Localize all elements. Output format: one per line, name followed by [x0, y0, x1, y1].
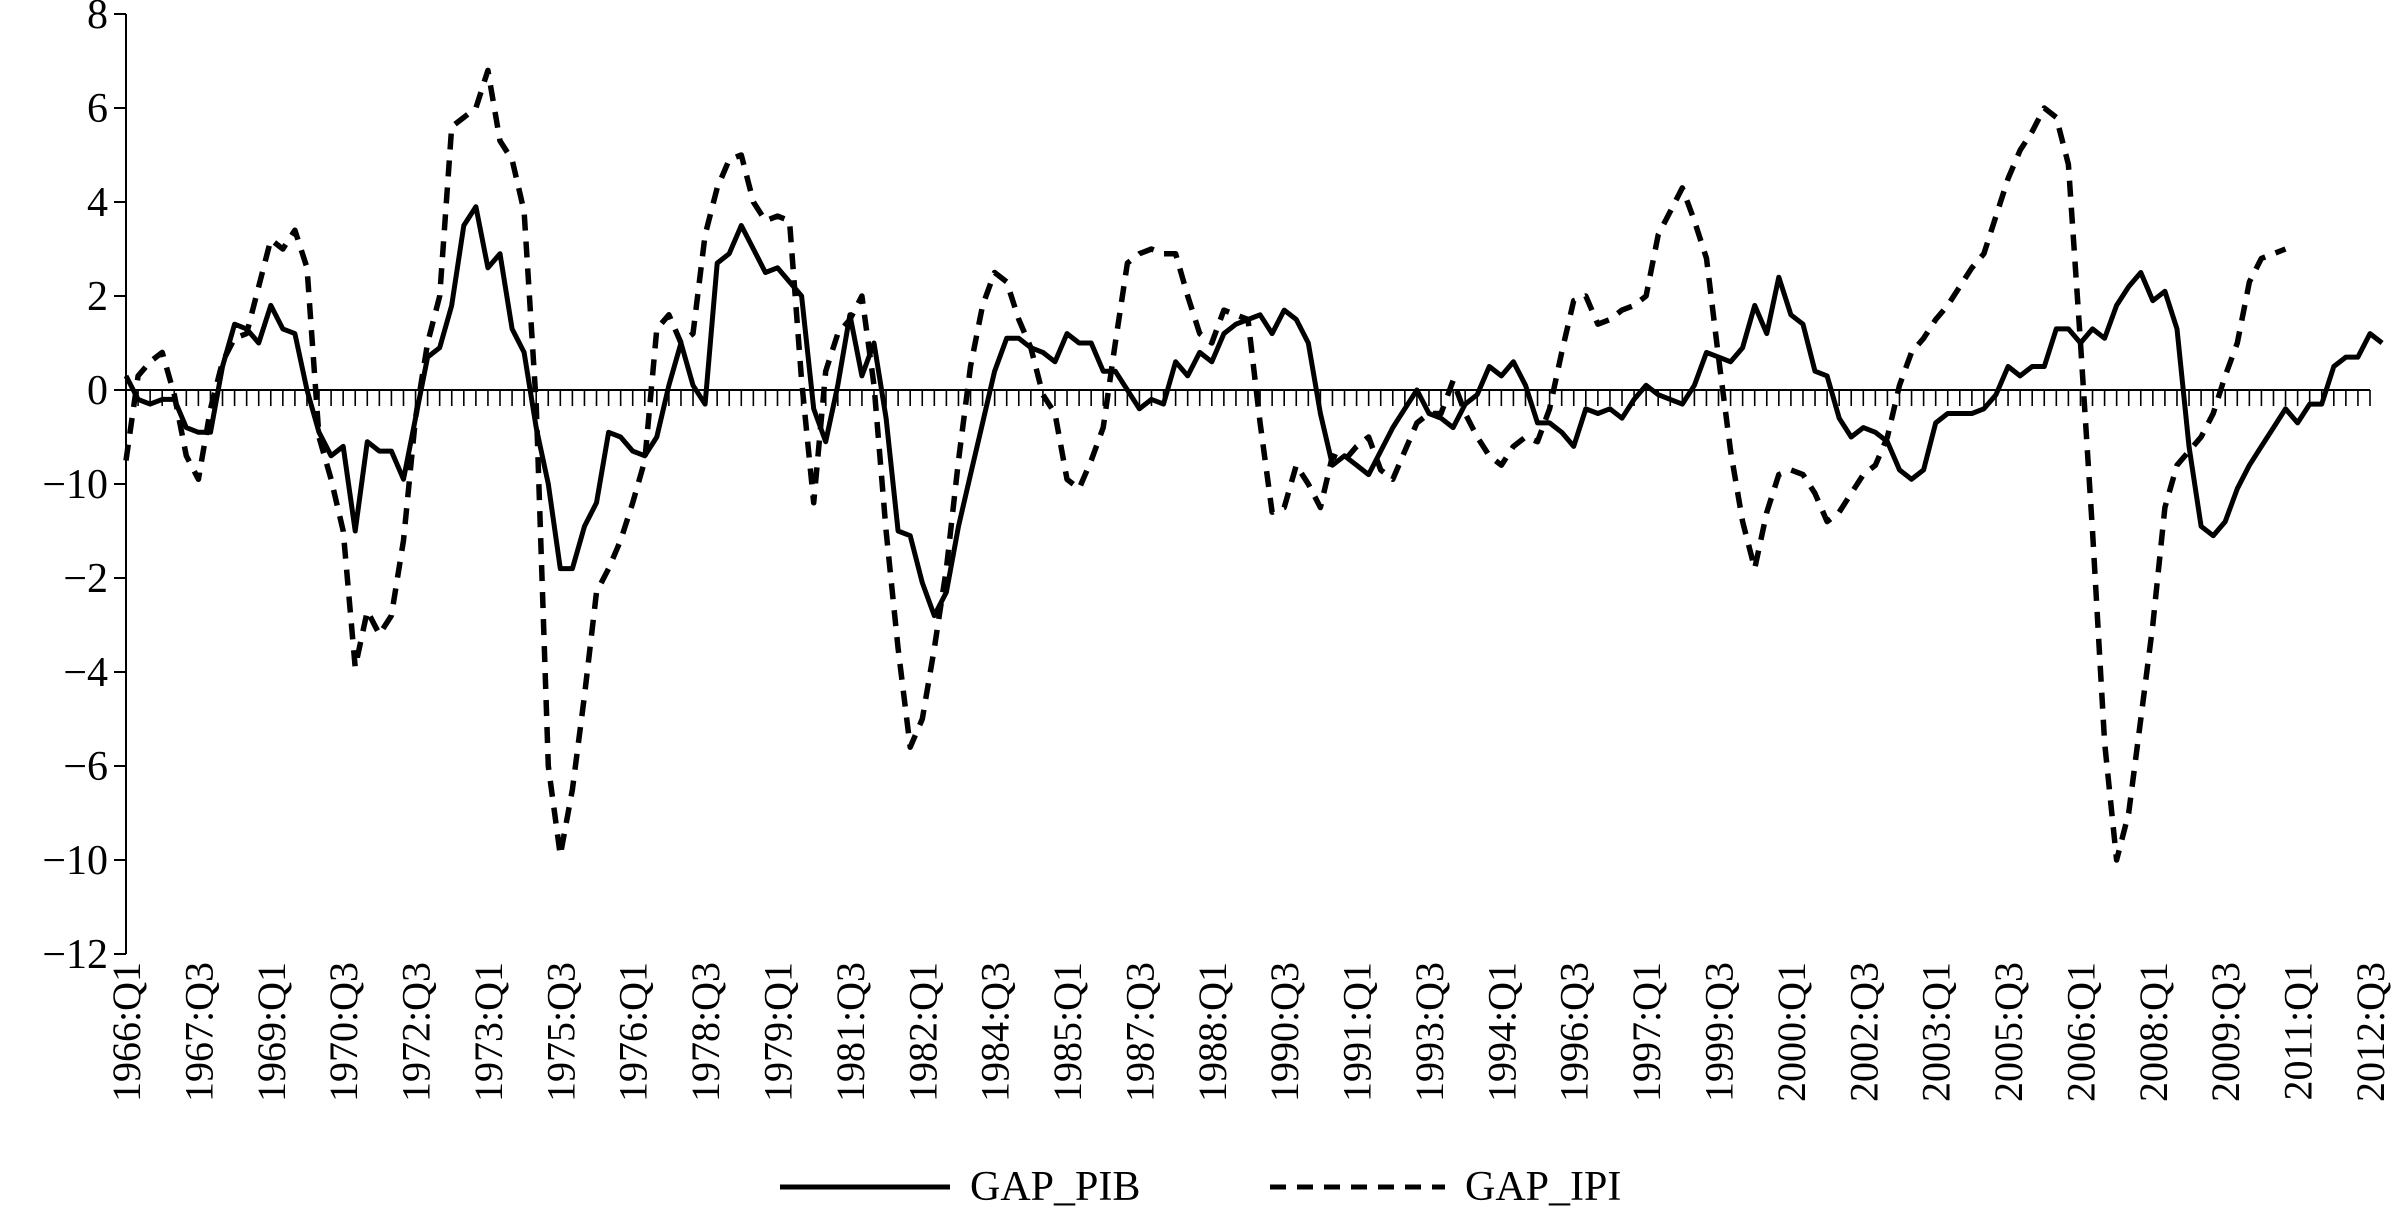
x-tick-label: 1996:Q3 [1552, 962, 1597, 1102]
x-tick-label: 1967:Q3 [176, 962, 221, 1102]
y-tick-label: −6 [63, 744, 108, 790]
x-tick-label: 1973:Q1 [466, 962, 511, 1102]
y-tick-label: −2 [63, 556, 108, 602]
x-tick-label: 1966:Q1 [104, 962, 149, 1102]
x-tick-label: 1993:Q3 [1407, 962, 1452, 1102]
y-tick-label: −10 [42, 462, 108, 508]
x-tick-label: 1969:Q1 [249, 962, 294, 1102]
axes [125, 14, 2371, 954]
x-tick-label: 1976:Q1 [611, 962, 656, 1102]
x-tick-label: 1979:Q1 [755, 962, 800, 1102]
y-tick-label: 4 [87, 180, 108, 226]
x-tick-label: 1991:Q1 [1335, 962, 1380, 1102]
x-axis-minor-ticks [125, 390, 2371, 406]
x-tick-label: 2012:Q3 [2348, 962, 2393, 1102]
y-axis-ticks: 8 6 4 2 0 −10 −2 −4 −6 −10 −12 [42, 0, 126, 978]
x-tick-label: 2011:Q1 [2276, 962, 2321, 1101]
x-tick-label: 1990:Q3 [1262, 962, 1307, 1102]
series-layer [123, 67, 2384, 863]
x-axis-ticks: 1966:Q1 1967:Q3 1969:Q1 1970:Q3 1972:Q3 1973:… [104, 962, 2393, 1102]
x-tick-label: 1970:Q3 [321, 962, 366, 1102]
series-line-gap-ipi [123, 67, 2287, 863]
x-tick-label: 1988:Q1 [1190, 962, 1235, 1102]
series-line-gap-pib [123, 204, 2384, 619]
x-tick-label: 2006:Q1 [2058, 962, 2103, 1102]
y-tick-label: 2 [87, 274, 108, 320]
y-tick-label: −12 [42, 932, 108, 978]
y-tick-label: −10 [42, 838, 108, 884]
x-tick-label: 1984:Q3 [973, 962, 1018, 1102]
x-tick-label: 1978:Q3 [683, 962, 728, 1102]
y-tick-label: 8 [87, 0, 108, 38]
x-tick-label: 2000:Q1 [1769, 962, 1814, 1102]
y-tick-label: 6 [87, 86, 108, 132]
x-tick-label: 2008:Q1 [2131, 962, 2176, 1102]
x-tick-label: 2002:Q3 [1841, 962, 1886, 1102]
legend: GAP_PIB GAP_IPI [780, 1164, 1621, 1210]
y-tick-label: −4 [63, 650, 108, 696]
x-tick-label: 2005:Q3 [1986, 962, 2031, 1102]
x-tick-label: 1999:Q3 [1697, 962, 1742, 1102]
x-tick-label: 1985:Q1 [1045, 962, 1090, 1102]
x-tick-label: 2009:Q3 [2203, 962, 2248, 1102]
x-tick-label: 1982:Q1 [900, 962, 945, 1102]
x-tick-label: 1972:Q3 [394, 962, 439, 1102]
legend-label: GAP_PIB [970, 1164, 1140, 1210]
x-tick-label: 1975:Q3 [538, 962, 583, 1102]
x-tick-label: 1981:Q3 [828, 962, 873, 1102]
x-tick-label: 1994:Q1 [1479, 962, 1524, 1102]
x-tick-label: 1987:Q3 [1117, 962, 1162, 1102]
y-tick-label: 0 [87, 368, 108, 414]
legend-label: GAP_IPI [1465, 1164, 1621, 1210]
x-tick-label: 2003:Q1 [1914, 962, 1959, 1102]
x-tick-label: 1997:Q1 [1624, 962, 1669, 1102]
